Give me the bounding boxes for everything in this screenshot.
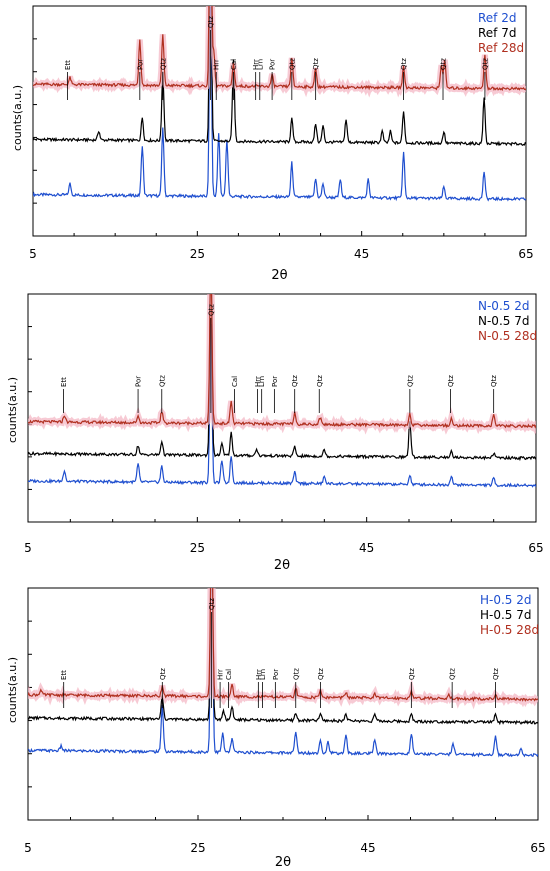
x-axis-title: 2θ [271,268,287,283]
peak-label: Qtz [158,375,166,387]
series-line-1 [28,588,538,758]
plot-frame [27,587,539,821]
peak-label: Por [272,669,280,680]
legend-entry-2: N-0.5 7d [478,314,529,328]
peak-label: Lrn [256,59,264,70]
legend-entry-3: Ref 28d [478,41,524,55]
chart-panel-1: 5 25 45 65 2θ counts(a.u.) Ett Por Qtz Qtz Hrr Cal H… [11,5,534,283]
plot-frame [32,5,527,237]
peak-label: Por [136,59,144,70]
legend-entry-3: H-0.5 28d [480,623,539,637]
series-glow [28,588,538,710]
series-line-2 [28,294,536,462]
series-line-3 [28,294,536,429]
series-line-2 [33,6,526,147]
x-tick-label: 5 [24,541,32,555]
peak-label: Qtz [288,58,296,70]
peak-label: Qtz [447,375,455,387]
peak-label: Cal [230,59,238,70]
x-tick-label: 5 [24,841,32,855]
x-tick-label: 25 [190,247,205,261]
peak-label: Qtz [292,668,300,680]
peak-label: Hrr [255,669,263,680]
series-glow [28,294,536,435]
series-line-3 [33,6,526,92]
plot-frame [27,293,537,523]
series-line-1 [33,6,526,202]
legend-entry-2: Ref 7d [478,26,516,40]
x-tick-label: 25 [190,541,205,555]
legend-entry-1: N-0.5 2d [478,299,529,313]
peak-label: Ett [64,60,72,70]
peak-label: Qtz [291,375,299,387]
x-tick-label: 65 [528,541,543,555]
peak-label: Qtz [400,58,408,70]
x-axis-title: 2θ [274,558,290,573]
x-axis-title: 2θ [275,855,291,870]
peak-label: Por [269,59,277,70]
legend-entry-2: H-0.5 7d [480,608,532,622]
peak-label: Qtz [490,375,498,387]
peak-label: Qtz [159,58,167,70]
y-axis-title: counts(a.u.) [6,657,19,723]
peak-label: Ett [60,377,68,387]
peak-label: Qtz [408,668,416,680]
peak-label: Qtz [440,58,448,70]
peak-label: Por [135,376,143,387]
x-tick-label: 65 [518,247,533,261]
legend-entry-3: N-0.5 28d [478,329,537,343]
series-glow [33,6,526,98]
peak-label: Qtz [208,598,216,610]
peak-label: Hrr [217,669,225,680]
peak-label: Qtz [481,58,489,70]
peak-label: Hrr [252,59,260,70]
series-line-1 [28,323,536,488]
peak-label: Cal [225,669,233,680]
peak-label: Cal [231,376,239,387]
peak-label: Qtz [317,668,325,680]
peak-label: Por [271,376,279,387]
y-axis-title: counts(a.u.) [11,85,24,151]
y-axis-title: counts(a.u.) [6,377,19,443]
peak-label: Qtz [159,668,167,680]
peak-label: Ett [60,670,68,680]
series-line-2 [28,588,538,726]
peak-label: Qtz [207,16,215,28]
peak-label: Qtz [492,668,500,680]
x-tick-label: 45 [360,841,375,855]
chart-panel-2: 5 25 45 65 2θ counts(a.u.) Ett Por Qtz Qtz Cal HrrL… [6,293,544,573]
x-tick-label: 5 [29,247,37,261]
x-tick-label: 45 [359,541,374,555]
legend-entry-1: H-0.5 2d [480,593,532,607]
x-tick-label: 45 [354,247,369,261]
peak-label: Qtz [406,375,414,387]
series-line-3 [28,588,538,703]
peak-label: Hrr [254,376,262,387]
peak-label: Lrn [259,669,267,680]
x-tick-label: 25 [190,841,205,855]
peak-label: Qtz [449,668,457,680]
legend-entry-1: Ref 2d [478,11,516,25]
peak-label: Qtz [312,58,320,70]
x-tick-label: 65 [530,841,545,855]
peak-label: Lrn [258,376,266,387]
peak-label: Qtz [316,375,324,387]
peak-label: Hrr [213,59,221,70]
peak-label: Qtz [207,304,215,316]
